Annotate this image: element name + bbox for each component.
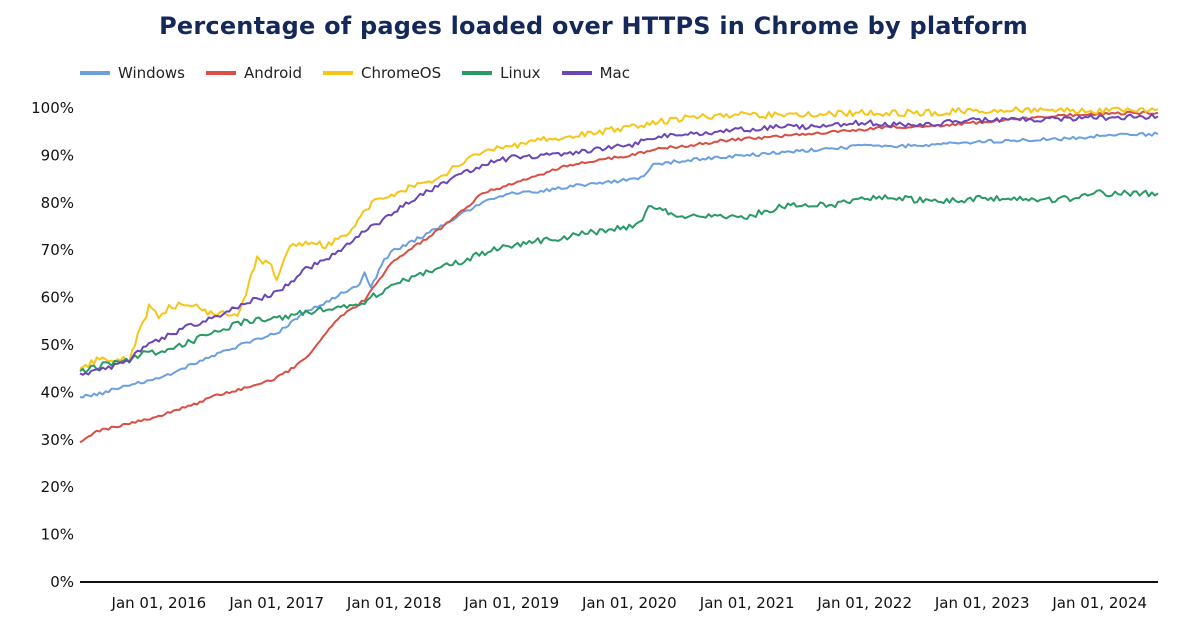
legend: Windows Android ChromeOS Linux Mac — [80, 63, 651, 83]
y-tick-label: 90% — [41, 146, 74, 164]
series-line-linux — [79, 189, 1159, 374]
legend-label: Linux — [500, 64, 541, 82]
y-tick-label: 70% — [41, 241, 74, 259]
x-tick-label: Jan 01, 2022 — [816, 594, 912, 612]
y-tick-label: 80% — [41, 194, 74, 212]
x-tick-label: Jan 01, 2023 — [934, 594, 1030, 612]
series-line-android — [79, 110, 1159, 444]
x-tick-label: Jan 01, 2020 — [581, 594, 677, 612]
x-tick-label: Jan 01, 2024 — [1051, 594, 1147, 612]
legend-swatch — [462, 71, 493, 75]
series-line-windows — [79, 131, 1159, 399]
legend-label: Android — [243, 64, 302, 82]
legend-swatch — [561, 71, 592, 75]
x-tick-label: Jan 01, 2018 — [346, 594, 442, 612]
legend-label: Mac — [599, 64, 630, 82]
y-tick-label: 50% — [41, 336, 74, 354]
x-tick-label: Jan 01, 2016 — [111, 594, 207, 612]
y-tick-label: 10% — [41, 526, 74, 544]
legend-item-linux[interactable]: Linux — [462, 64, 541, 82]
legend-swatch — [205, 71, 236, 75]
y-tick-label: 100% — [31, 99, 74, 117]
y-tick-label: 30% — [41, 431, 74, 449]
series-line-chromeos — [79, 106, 1159, 370]
legend-item-chromeos[interactable]: ChromeOS — [322, 64, 442, 82]
legend-label: ChromeOS — [360, 64, 442, 82]
x-tick-label: Jan 01, 2019 — [463, 594, 559, 612]
y-tick-label: 0% — [50, 573, 74, 591]
y-tick-label: 20% — [41, 478, 74, 496]
x-tick-label: Jan 01, 2017 — [228, 594, 324, 612]
legend-item-windows[interactable]: Windows — [80, 64, 185, 82]
series-line-mac — [79, 113, 1159, 376]
y-tick-label: 60% — [41, 289, 74, 307]
chart-title: Percentage of pages loaded over HTTPS in… — [159, 12, 1028, 40]
legend-label: Windows — [118, 64, 185, 82]
legend-swatch — [80, 71, 110, 75]
legend-item-mac[interactable]: Mac — [561, 64, 630, 82]
legend-swatch — [322, 71, 353, 75]
x-tick-label: Jan 01, 2021 — [699, 594, 795, 612]
legend-item-android[interactable]: Android — [205, 64, 302, 82]
y-tick-label: 40% — [41, 383, 74, 401]
